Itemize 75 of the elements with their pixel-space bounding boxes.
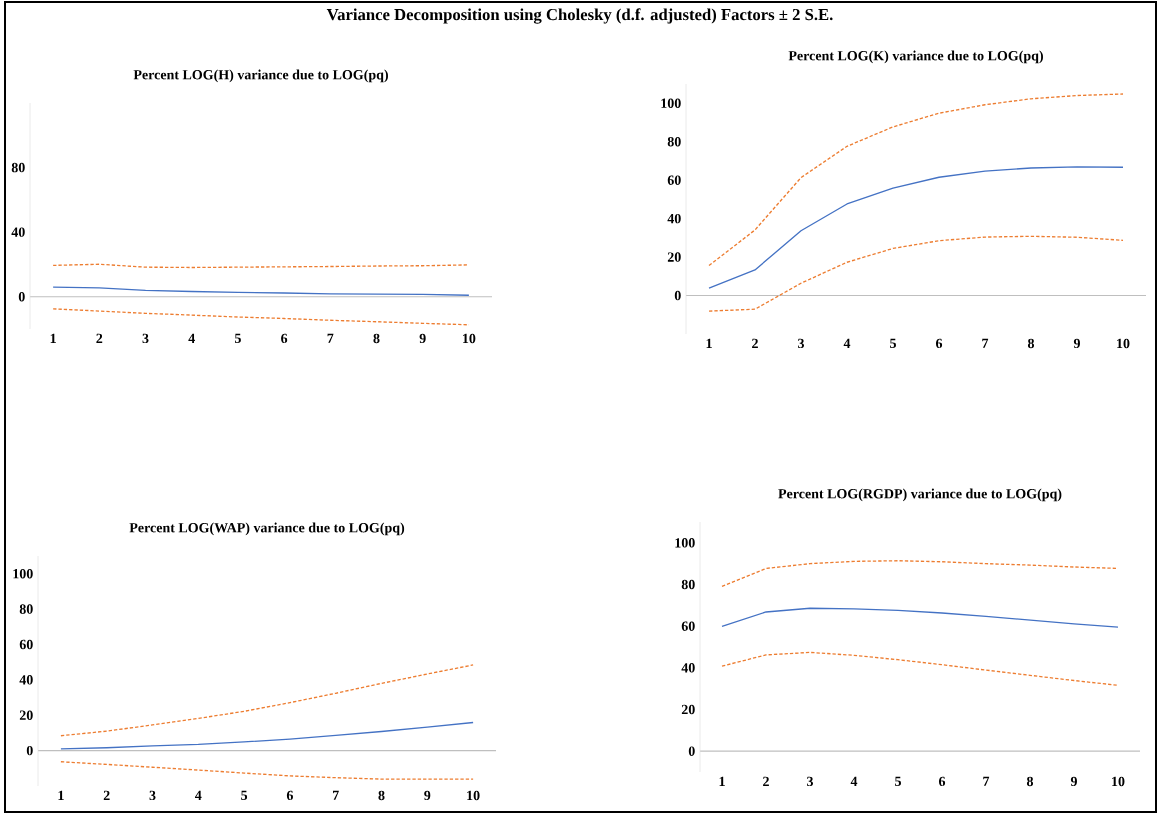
x-tick-label: 10	[463, 333, 476, 344]
y-tick-label: 80	[11, 162, 25, 173]
x-tick-label: 2	[96, 333, 103, 343]
x-tick-label: 9	[419, 333, 426, 344]
x-tick-label: 2	[752, 338, 758, 348]
x-tick-label: 7	[982, 338, 989, 348]
x-tick-label: 10	[1117, 338, 1130, 349]
x-tick-label: 3	[807, 776, 814, 787]
x-tick-label: 4	[843, 338, 851, 348]
y-tick-label: 40	[667, 213, 681, 224]
x-tick-label: 7	[983, 776, 990, 786]
x-tick-label: 6	[935, 338, 943, 349]
x-tick-label: 10	[467, 790, 480, 801]
x-tick-label: 7	[333, 790, 339, 800]
x-tick-label: 2	[103, 790, 110, 800]
y-tick-label: 100	[661, 98, 681, 108]
x-tick-label: 10	[1112, 776, 1125, 787]
x-tick-label: 5	[895, 776, 901, 787]
y-tick-label: 20	[19, 710, 33, 720]
x-tick-label: 8	[373, 333, 380, 344]
chart-title: Percent LOG(K) variance due to LOG(pq)	[788, 50, 1043, 64]
y-tick-label: 40	[11, 227, 25, 237]
y-tick-label: 40	[19, 675, 33, 685]
x-tick-label: 3	[798, 338, 805, 349]
y-tick-label: 0	[26, 745, 33, 756]
y-tick-label: 60	[19, 639, 33, 650]
text: Variance Decomposition using Cholesky (d.f. adjusted) Factors ± 2 S.E.	[326, 8, 833, 24]
x-tick-label: 4	[188, 333, 195, 343]
y-tick-label: 80	[19, 604, 33, 614]
chart-title: Percent LOG(WAP) variance due to LOG(pq)	[129, 522, 405, 536]
x-tick-label: 8	[1026, 776, 1034, 787]
line-series	[60, 664, 474, 737]
x-tick-label: 6	[286, 790, 293, 801]
x-tick-label: 8	[378, 790, 385, 801]
line-series	[708, 166, 1124, 289]
y-tick-label: 40	[681, 663, 695, 673]
x-tick-label: 6	[938, 776, 946, 787]
y-tick-label: 60	[667, 175, 681, 185]
x-tick-label: 9	[1073, 338, 1080, 349]
x-tick-label: 6	[281, 333, 288, 344]
line-series	[60, 721, 474, 750]
x-tick-label: 1	[719, 776, 725, 786]
x-tick-label: 1	[50, 333, 56, 343]
y-tick-label: 80	[667, 136, 681, 147]
x-tick-label: 1	[58, 790, 64, 800]
y-tick-label: 60	[681, 621, 695, 631]
line-series	[708, 93, 1124, 267]
x-tick-label: 5	[890, 338, 896, 349]
line-series	[52, 308, 470, 326]
line-series	[721, 560, 1119, 588]
x-tick-label: 3	[149, 790, 156, 801]
x-tick-label: 7	[327, 333, 334, 343]
x-tick-label: 1	[706, 338, 712, 348]
x-tick-label: 8	[1027, 338, 1035, 349]
x-tick-label: 2	[763, 776, 769, 786]
x-tick-label: 9	[1070, 776, 1077, 787]
y-tick-label: 0	[674, 290, 681, 301]
chart-title: Percent LOG(RGDP) variance due to LOG(pq)	[778, 488, 1062, 502]
line-series	[721, 651, 1119, 686]
x-tick-label: 9	[424, 790, 431, 801]
y-tick-label: 100	[675, 538, 695, 548]
x-tick-label: 4	[850, 776, 858, 786]
x-tick-label: 5	[234, 333, 241, 344]
y-tick-label: 80	[681, 579, 695, 590]
x-tick-label: 5	[241, 790, 248, 801]
line-series	[52, 286, 470, 296]
line-series	[708, 235, 1124, 312]
y-tick-label: 20	[667, 252, 681, 262]
y-tick-label: 20	[681, 704, 695, 715]
y-tick-label: 0	[688, 746, 695, 756]
y-tick-label: 0	[18, 291, 25, 302]
chart-title: Percent LOG(H) variance due to LOG(pq)	[133, 69, 388, 83]
y-tick-label: 100	[13, 568, 33, 579]
x-tick-label: 3	[142, 333, 149, 344]
x-tick-label: 4	[195, 790, 202, 800]
